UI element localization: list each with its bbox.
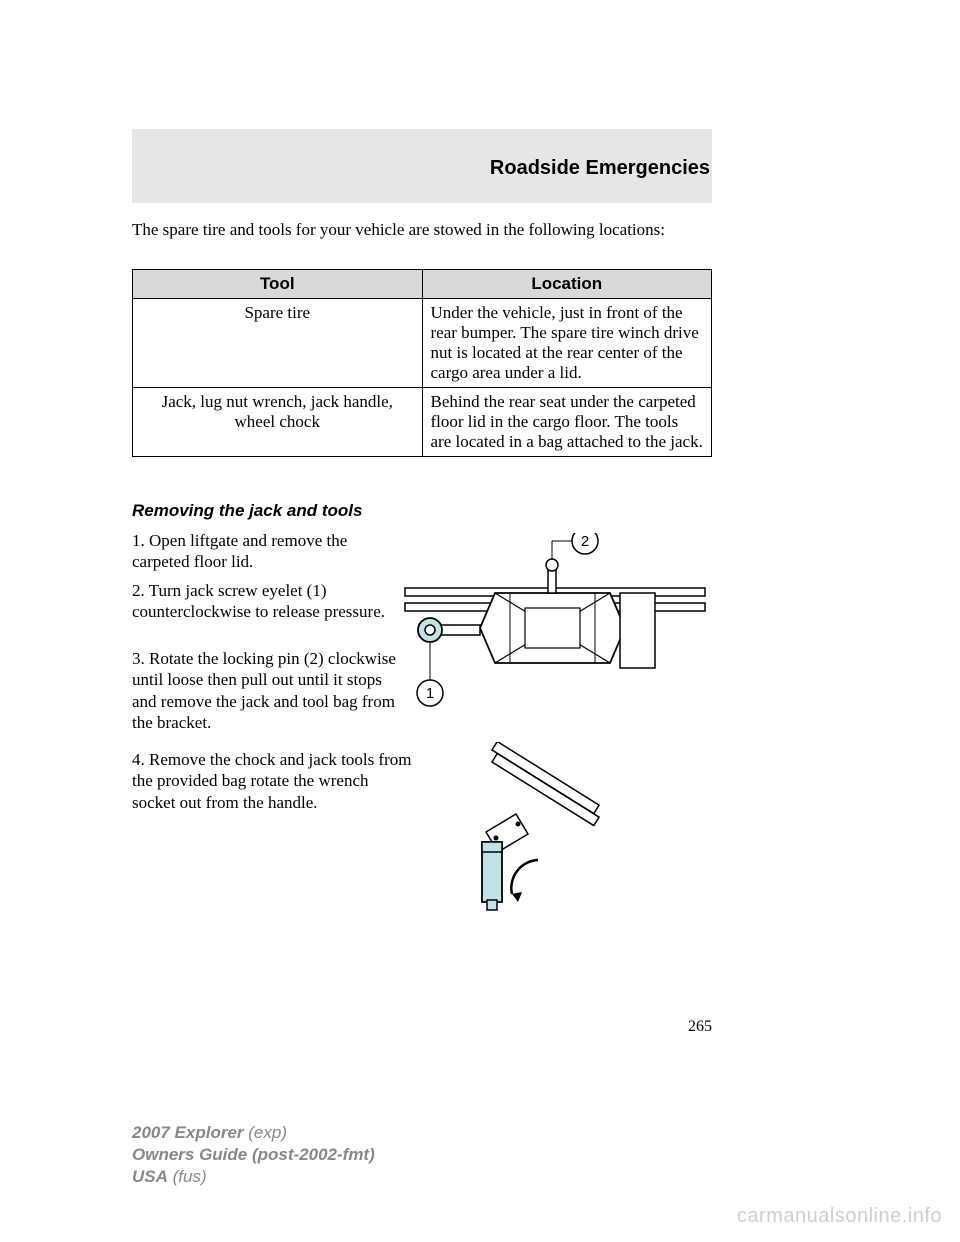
- step-1: 1. Open liftgate and remove the carpeted…: [132, 530, 392, 573]
- footer-block: 2007 Explorer (exp) Owners Guide (post-2…: [132, 1122, 375, 1188]
- footer-vehicle-code: (exp): [248, 1123, 287, 1142]
- page-section-title: Roadside Emergencies: [490, 157, 710, 180]
- step-4: 4. Remove the chock and jack tools from …: [132, 749, 412, 813]
- table-row: Jack, lug nut wrench, jack handle, wheel…: [133, 388, 712, 457]
- col-header-location: Location: [422, 270, 712, 299]
- cell-tool: Jack, lug nut wrench, jack handle, wheel…: [133, 388, 423, 457]
- jack-assembly-diagram: 1 2: [400, 533, 710, 723]
- watermark: carmanualsonline.info: [737, 1205, 942, 1228]
- table-row: Spare tire Under the vehicle, just in fr…: [133, 299, 712, 388]
- cell-tool: Spare tire: [133, 299, 423, 388]
- callout-2-label: 2: [581, 533, 589, 550]
- tool-location-table: Tool Location Spare tire Under the vehic…: [132, 269, 712, 457]
- page-number: 265: [688, 1018, 712, 1036]
- cell-location: Behind the rear seat under the carpeted …: [422, 388, 712, 457]
- cell-location: Under the vehicle, just in front of the …: [422, 299, 712, 388]
- wrench-diagram: [400, 742, 710, 922]
- footer-region-code: (fus): [173, 1167, 207, 1186]
- subheading: Removing the jack and tools: [132, 501, 363, 521]
- footer-guide: Owners Guide (post-2002-fmt): [132, 1144, 375, 1166]
- col-header-tool: Tool: [133, 270, 423, 299]
- footer-region: USA: [132, 1167, 168, 1186]
- step-2: 2. Turn jack screw eyelet (1) counterclo…: [132, 580, 392, 623]
- step-3: 3. Rotate the locking pin (2) clockwise …: [132, 648, 402, 733]
- table-header-row: Tool Location: [133, 270, 712, 299]
- callout-1-label: 1: [426, 685, 434, 702]
- footer-vehicle: 2007 Explorer: [132, 1123, 244, 1142]
- intro-paragraph: The spare tire and tools for your vehicl…: [132, 219, 712, 240]
